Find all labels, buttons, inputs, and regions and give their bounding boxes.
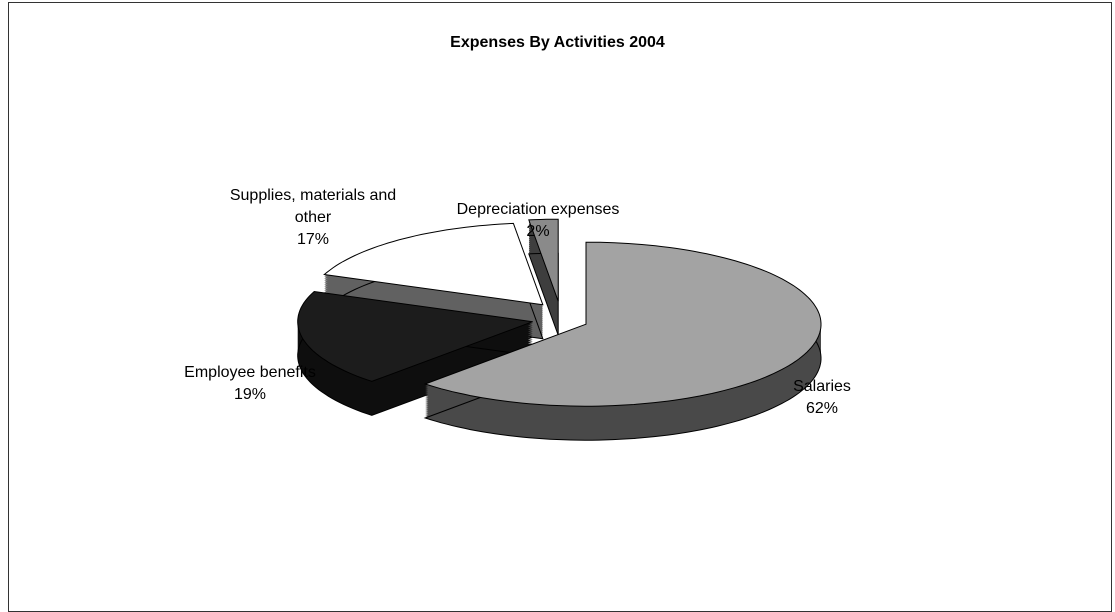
category-label: Supplies, materials and other: [229, 187, 397, 226]
value-label: 19%: [233, 386, 267, 403]
slice-top: [528, 218, 559, 302]
slice-top: [423, 241, 822, 407]
category-label: Salaries: [793, 378, 851, 395]
slice-label: Depreciation expenses 2%: [457, 199, 620, 243]
pie-slice: [528, 218, 559, 336]
category-label: Employee benefits: [184, 364, 316, 381]
pie-slice: [297, 290, 533, 416]
chart-title: Expenses By Activities 2004: [450, 34, 665, 51]
slice-label: Employee benefits 19%: [184, 362, 316, 406]
value-label: 17%: [296, 231, 330, 248]
value-label: 62%: [805, 400, 839, 417]
value-label: 2%: [526, 223, 550, 240]
slice-top: [323, 222, 544, 306]
slice-label: Supplies, materials and other 17%: [218, 185, 408, 251]
slice-label: Salaries 62%: [793, 376, 851, 420]
category-label: Depreciation expenses: [456, 201, 620, 218]
pie-slice: [423, 241, 822, 441]
slice-side-edge: [297, 324, 533, 416]
slice-top: [297, 290, 533, 382]
